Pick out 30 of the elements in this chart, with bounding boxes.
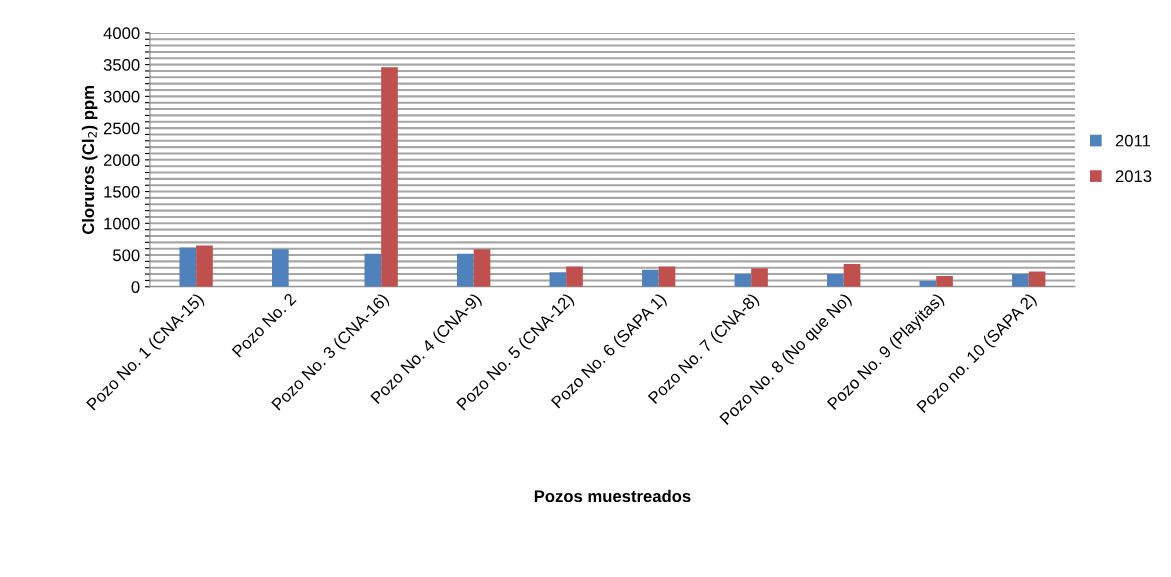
bar: [364, 253, 382, 287]
bar: [566, 266, 583, 287]
y-tick-label: 1500: [104, 185, 140, 198]
bar: [827, 274, 844, 287]
bar: [751, 268, 768, 287]
y-axis-title: Cloruros (Cl$_{2}$) ppm: [81, 86, 98, 235]
bar: [196, 245, 213, 287]
y-tick-label: 3500: [103, 59, 140, 71]
y-tick-label: 2500: [103, 122, 140, 135]
y-tick-label: 4000: [103, 27, 140, 40]
bar: [936, 275, 953, 287]
bar: [179, 247, 197, 287]
bar: [381, 67, 398, 287]
y-tick-label: 0: [131, 281, 140, 293]
bar: [272, 249, 289, 287]
bar: [843, 263, 861, 287]
bar: [642, 269, 659, 287]
bar: [1012, 274, 1029, 287]
y-tick-label: 500: [113, 249, 140, 262]
bar: [658, 266, 676, 287]
y-tick-label: 3000: [103, 90, 140, 103]
bar: [457, 253, 474, 287]
legend-label: 2013: [1115, 170, 1152, 183]
x-axis-title: Pozos muestreados: [534, 489, 691, 503]
y-tick-label: 2000: [103, 154, 140, 167]
bar: [734, 274, 752, 287]
bar: [473, 249, 491, 287]
bar: [549, 272, 567, 287]
y-tick-label: 1000: [104, 217, 140, 230]
legend-label: 2011: [1115, 134, 1151, 147]
